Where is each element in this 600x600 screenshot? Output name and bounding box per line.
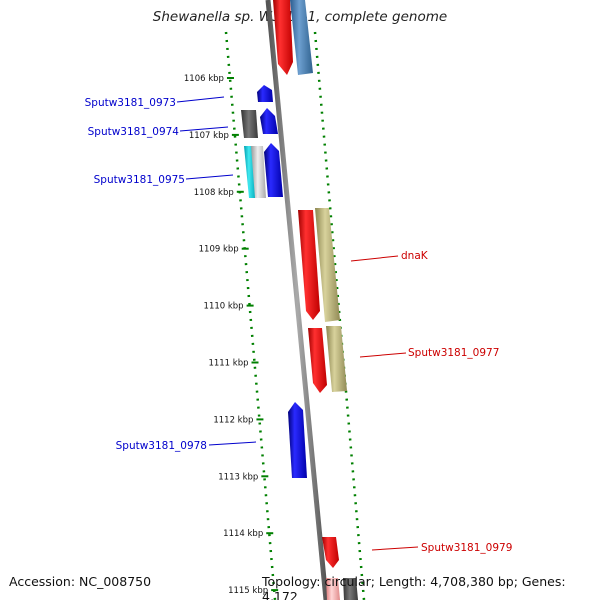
tick-label: 1114 kbp <box>223 529 263 539</box>
leader-line <box>359 352 407 358</box>
tick-label: 1108 kbp <box>194 188 234 198</box>
gene-label-sputw3181-0974: Sputw3181_0974 <box>88 126 180 138</box>
gene-label-sputw3181-0977: Sputw3181_0977 <box>408 347 499 359</box>
leader-line <box>208 441 257 446</box>
gene-feature <box>260 108 278 134</box>
gene-feature <box>326 578 340 600</box>
tick-label: 1109 kbp <box>199 245 239 255</box>
leader-line <box>371 546 419 551</box>
tick-label: 1107 kbp <box>189 131 229 141</box>
gene-feature <box>290 0 313 75</box>
gene-feature <box>273 0 293 75</box>
leader-line <box>176 96 225 103</box>
gene-label-sputw3181-0979: Sputw3181_0979 <box>421 542 512 554</box>
gene-label-sputw3181-0973: Sputw3181_0973 <box>85 97 176 109</box>
gene-feature <box>251 146 266 198</box>
gene-label-sputw3181-0975: Sputw3181_0975 <box>94 174 185 186</box>
gene-feature <box>308 328 327 393</box>
tick-label: 1106 kbp <box>184 74 224 84</box>
leader-line <box>350 255 399 262</box>
gene-feature <box>322 537 339 568</box>
tick-group: 1106 kbp 1107 kbp 1108 kbp 1109 kbp 1110 kbp… <box>184 74 279 596</box>
gene-feature <box>264 143 283 197</box>
genome-backbone <box>265 0 329 600</box>
tick-label: 1111 kbp <box>208 359 248 369</box>
gene-feature <box>241 110 258 138</box>
gene-feature <box>257 85 273 102</box>
accession-text: Accession: NC_008750 <box>9 574 152 589</box>
gene-label-sputw3181-0978: Sputw3181_0978 <box>116 440 207 452</box>
gene-features <box>241 0 358 600</box>
gene-feature <box>298 210 320 320</box>
gene-label-dnak: dnaK <box>401 250 429 262</box>
tick-label: 1110 kbp <box>204 302 244 312</box>
leader-line <box>179 126 229 132</box>
topology-text: Topology: circular; Length: 4,708,380 bp… <box>262 574 566 600</box>
gene-feature <box>315 208 340 322</box>
gene-feature <box>326 326 347 392</box>
gene-feature <box>288 402 307 478</box>
gene-feature <box>343 578 358 600</box>
leader-line <box>185 174 234 180</box>
gene-labels: Sputw3181_0973 Sputw3181_0974 Sputw3181_… <box>85 97 513 554</box>
tick-label: 1113 kbp <box>218 472 258 482</box>
leader-lines <box>176 96 419 551</box>
tick-label: 1112 kbp <box>213 415 253 425</box>
tick-label: 1115 kbp <box>228 586 268 596</box>
